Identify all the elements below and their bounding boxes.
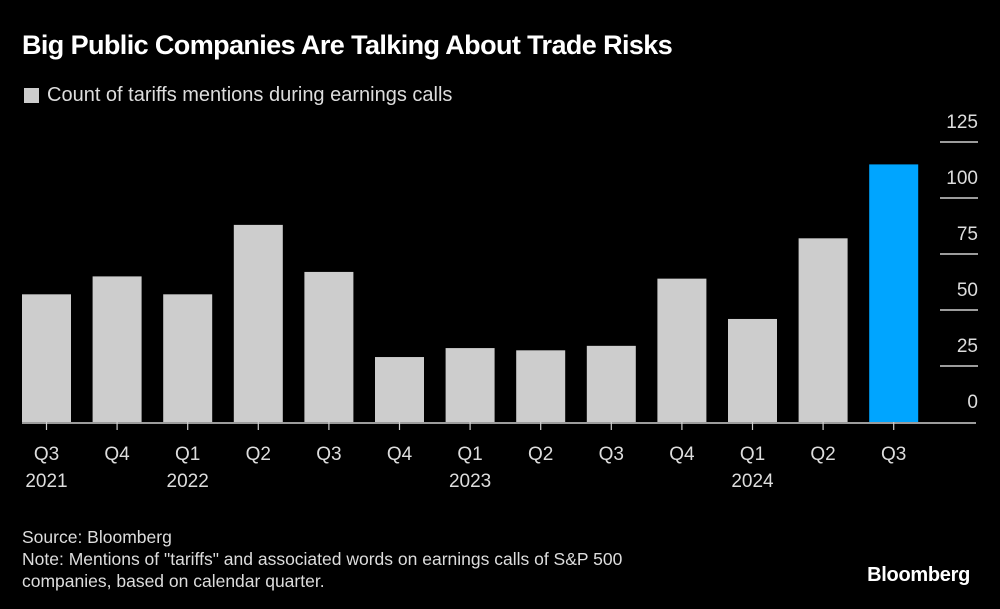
bar-q2-2023 (516, 350, 566, 422)
note-text-line2: companies, based on calendar quarter. (22, 571, 325, 591)
bar-q4-2022 (375, 357, 424, 422)
x-tick-label-quarter: Q1 (457, 444, 482, 465)
bar-q2-2024 (798, 238, 848, 422)
x-tick-label-quarter: Q3 (316, 444, 341, 465)
legend: Count of tariffs mentions during earning… (24, 84, 452, 107)
y-tick-label-125: 125 (946, 112, 978, 133)
y-tick-label-75: 75 (957, 224, 978, 245)
bar-q1-2022 (163, 294, 213, 422)
x-tick-label-quarter: Q4 (104, 444, 130, 465)
bar-q3-2021 (22, 294, 71, 422)
bar-q1-2023 (445, 348, 495, 422)
bar-q3-2022 (304, 271, 354, 422)
x-tick-label-quarter: Q1 (175, 444, 200, 465)
y-tick-label-25: 25 (957, 336, 978, 357)
x-tick-label-quarter: Q3 (881, 444, 906, 465)
note-text-line1: Note: Mentions of "tariffs" and associat… (22, 549, 623, 569)
bloomberg-logo: Bloomberg (867, 564, 970, 586)
x-tick-label-quarter: Q3 (34, 444, 59, 465)
x-tick-label-quarter: Q2 (528, 444, 553, 465)
bar-q1-2024 (728, 318, 777, 422)
x-tick-label-quarter: Q2 (810, 444, 835, 465)
y-tick-label-50: 50 (957, 280, 978, 301)
x-tick-label-quarter: Q2 (246, 444, 271, 465)
bar-q2-2022 (233, 224, 283, 422)
footer: Source: Bloomberg Note: Mentions of "tar… (22, 526, 622, 592)
x-tick-label-year: 2024 (731, 471, 774, 492)
bars-group (22, 164, 919, 422)
y-tick-label-0: 0 (967, 392, 978, 413)
x-tick-label-year: 2022 (167, 471, 209, 492)
legend-swatch (24, 88, 39, 103)
bar-q3-2024 (869, 164, 919, 422)
legend-label: Count of tariffs mentions during earning… (47, 84, 453, 106)
x-tick-label-year: 2021 (25, 471, 67, 492)
bar-q3-2023 (586, 345, 636, 422)
bar-q4-2023 (657, 278, 707, 422)
x-tick-label-quarter: Q4 (387, 444, 413, 465)
x-tick-label-quarter: Q1 (740, 444, 765, 465)
source-text: Source: Bloomberg (22, 527, 172, 547)
x-tick-label-year: 2023 (449, 471, 491, 492)
x-axis: Q3 2021 Q4 Q1 2022 Q2 Q3 Q4 Q1 2023 Q2 Q3 Q4 Q1 2024 Q2… (22, 422, 976, 492)
bar-q4-2021 (92, 276, 142, 422)
chart-title: Big Public Companies Are Talking About T… (22, 30, 673, 60)
x-tick-label-quarter: Q4 (669, 444, 695, 465)
y-tick-label-100: 100 (946, 168, 978, 189)
x-tick-label-quarter: Q3 (599, 444, 624, 465)
y-axis: 0 25 50 75 100 125 (940, 112, 978, 413)
